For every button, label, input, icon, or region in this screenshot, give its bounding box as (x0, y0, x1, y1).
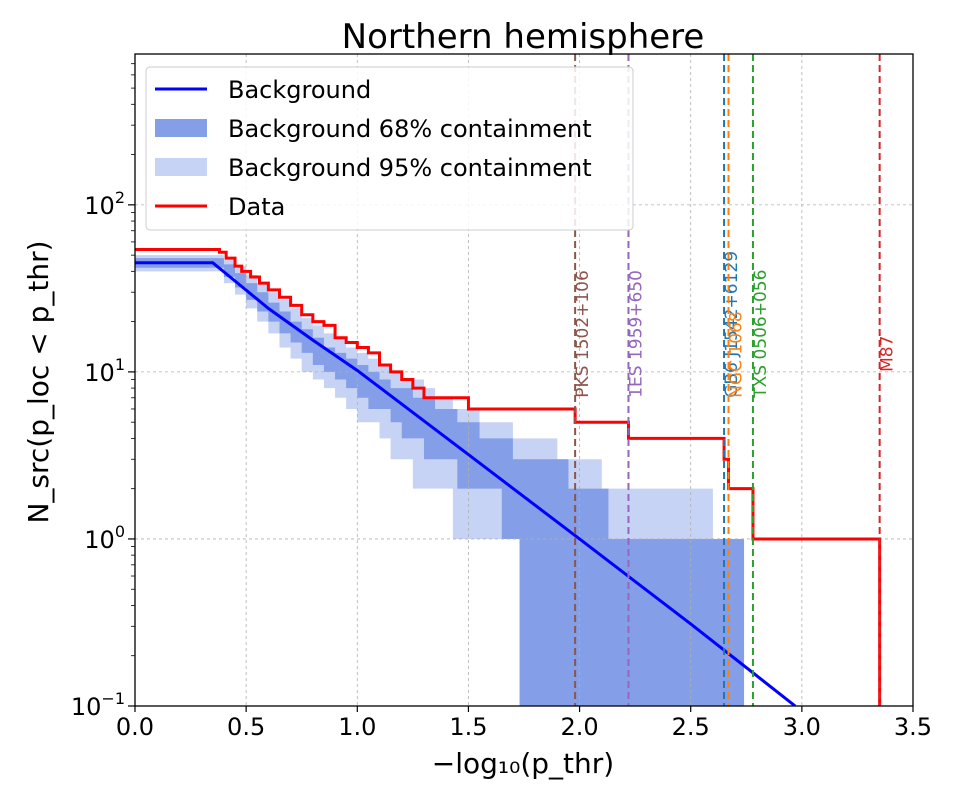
legend-label-0: Background (228, 76, 371, 104)
y-tick-label-1: 100 (84, 522, 125, 554)
y-tick-label-3: 102 (84, 188, 125, 220)
y-tick-exp-1: 0 (115, 522, 125, 541)
source-label-0: PKS 1502+106 (573, 270, 593, 398)
y-tick-exp-3: 2 (115, 188, 125, 207)
source-label-2: GB6 J1542+6129 (722, 251, 742, 398)
chart-title: Northern hemisphere (342, 17, 705, 57)
x-tick-label-0: 0.0 (116, 713, 154, 741)
x-tick-label-3: 1.5 (449, 713, 487, 741)
background-line (135, 261, 797, 706)
band-68-containment (135, 258, 745, 706)
y-tick-label-0: 10−1 (71, 689, 125, 721)
plot-area (135, 255, 913, 706)
x-tick-label-1: 0.5 (227, 713, 265, 741)
y-tick-base-3: 10 (84, 192, 115, 220)
source-label-4: TXS 0506+056 (751, 270, 771, 399)
y-tick-exp-0: −1 (101, 689, 125, 708)
legend-label-1: Background 68% containment (228, 115, 592, 143)
x-tick-label-2: 1.0 (338, 713, 376, 741)
legend-box (145, 66, 634, 231)
y-tick-base-1: 10 (84, 526, 115, 554)
x-tick-label-4: 2.0 (560, 713, 598, 741)
y-tick-base-0: 10 (71, 693, 102, 721)
x-tick-label-5: 2.5 (672, 713, 710, 741)
x-axis-label: −log₁₀(p_thr) (432, 747, 614, 780)
y-tick-base-2: 10 (84, 359, 115, 387)
legend-label-3: Data (228, 193, 285, 221)
source-markers: PKS 1502+106 1ES 1959+650 GB6 J1542+6129NG… (573, 54, 898, 706)
y-tick-exp-2: 1 (115, 355, 125, 374)
legend-swatch-1 (155, 119, 207, 137)
legend-label-2: Background 95% containment (228, 154, 592, 182)
source-label-5: M87 (878, 336, 898, 372)
x-tick-label-6: 3.0 (783, 713, 821, 741)
legend: Background Background 68% containment Back… (145, 66, 634, 231)
source-label-3: NGC 1068 (727, 311, 747, 397)
x-tick-label-7: 3.5 (894, 713, 932, 741)
source-label-1: 1ES 1959+650 (626, 270, 646, 398)
y-tick-label-2: 101 (84, 355, 125, 387)
y-axis-label: N_src(p_loc < p_thr) (22, 240, 55, 523)
legend-swatch-2 (155, 158, 207, 176)
plot-frame (134, 53, 914, 707)
